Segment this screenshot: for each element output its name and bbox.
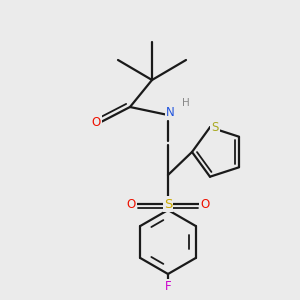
Text: S: S xyxy=(164,197,172,211)
Text: N: N xyxy=(166,106,174,119)
Text: O: O xyxy=(200,197,210,211)
Text: O: O xyxy=(126,197,136,211)
Text: F: F xyxy=(165,280,171,292)
Text: H: H xyxy=(182,98,190,108)
Text: O: O xyxy=(92,116,100,128)
Text: S: S xyxy=(211,121,219,134)
